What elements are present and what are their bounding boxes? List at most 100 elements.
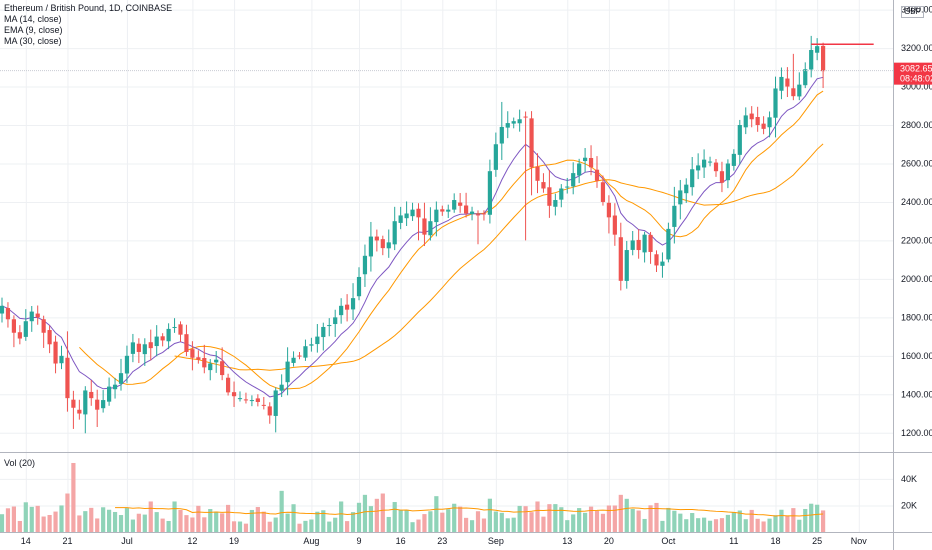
candle [600, 175, 606, 206]
volume-bar [690, 513, 695, 532]
volume-bar [416, 519, 421, 532]
candle [416, 203, 421, 241]
candle [636, 229, 641, 259]
candle [321, 322, 326, 351]
volume-bar [291, 504, 296, 532]
time-tick-label: 18 [770, 536, 780, 546]
candle [273, 387, 278, 433]
indicator-ma30[interactable]: MA (30, close) [4, 36, 62, 46]
candle [362, 244, 368, 287]
time-axis[interactable]: 14 21 Jul 12 19 Aug 9 16 23 Sep 13 20 Oct 11 18 25 Nov [21, 536, 868, 546]
currency-badge[interactable]: GBP [901, 6, 924, 18]
candle [577, 158, 582, 184]
volume-bar [767, 518, 772, 532]
indicator-ema9[interactable]: EMA (9, close) [4, 25, 63, 35]
time-tick-label: 21 [62, 536, 72, 546]
candle [231, 381, 237, 407]
overlay [0, 43, 893, 72]
candle [255, 394, 260, 407]
volume-bar [118, 515, 124, 532]
volume-bar [588, 506, 594, 532]
volume-bar [53, 511, 58, 532]
volume-legend: Vol (20) [4, 458, 35, 469]
price-tick-label: 1800.00 [901, 312, 932, 322]
volume-bar [809, 503, 814, 532]
volume-bar [797, 519, 802, 532]
volume-bar [59, 505, 64, 532]
volume-bar [249, 509, 254, 532]
volume-bar [618, 494, 623, 532]
candle [392, 206, 397, 251]
candle [5, 302, 11, 328]
volume-bar [660, 520, 665, 532]
volume-bar [749, 509, 754, 532]
volume-bar [434, 496, 439, 532]
volume-bar [648, 505, 653, 532]
volume-bar [606, 505, 611, 532]
candle [35, 305, 40, 325]
volume-bar [255, 507, 260, 532]
volume-bar [725, 514, 730, 532]
indicator-ma14[interactable]: MA (14, close) [4, 14, 62, 24]
candle [309, 337, 314, 352]
time-tick-label: Aug [303, 536, 319, 546]
volume-bar [529, 512, 534, 532]
volume-bar [160, 518, 165, 532]
candle [160, 333, 165, 347]
time-tick-label: 20 [604, 536, 614, 546]
volume-bar [243, 523, 249, 532]
volume-bar [541, 516, 546, 532]
candle [208, 359, 213, 381]
volume-bar [493, 511, 498, 532]
candle [220, 347, 225, 381]
volume-bar [684, 519, 689, 532]
candle [112, 377, 118, 399]
volume-bar [707, 520, 713, 532]
volume-bar [803, 508, 808, 532]
candles [0, 35, 826, 434]
candle [761, 116, 766, 135]
price-tick-label: 1200.00 [901, 428, 932, 438]
candle [737, 119, 742, 165]
volume-bar [83, 511, 88, 532]
volume-bar [583, 512, 588, 532]
volume-bar [761, 521, 766, 532]
chart-title[interactable]: Ethereum / British Pound, 1D, COINBASE [4, 3, 173, 13]
volume-bar [392, 502, 397, 532]
candle [214, 350, 219, 373]
candle [184, 324, 189, 357]
volume-bars [0, 462, 826, 532]
candle [511, 117, 516, 129]
price-tick-label: 3000.00 [901, 82, 932, 92]
volume-bar [166, 520, 171, 532]
candle [505, 111, 510, 139]
volume-bar [303, 520, 308, 532]
volume-bar [112, 511, 118, 532]
price-axis[interactable]: 1200.00 1400.00 1600.00 1800.00 2000.00 2200.… [894, 5, 932, 511]
volume-bar [779, 509, 784, 532]
price-tick-label: 3400.00 [901, 5, 932, 15]
candle [440, 205, 445, 216]
candle [368, 221, 373, 272]
candle [297, 352, 302, 360]
volume-bar [279, 490, 284, 532]
volume-grid [0, 478, 893, 507]
volume-bar [731, 512, 736, 532]
candle [398, 206, 403, 230]
volume-bar [577, 508, 582, 532]
candle [755, 106, 760, 132]
volume-bar [654, 502, 659, 532]
volume-indicator-label[interactable]: Vol (20) [4, 458, 36, 468]
time-tick-label: 19 [229, 536, 239, 546]
volume-bar [273, 517, 278, 532]
volume-bar [785, 516, 790, 532]
candle [719, 161, 725, 193]
volume-bar [136, 513, 141, 532]
volume-bar [267, 521, 272, 532]
candle [303, 339, 308, 361]
candle [612, 203, 617, 246]
candle [749, 106, 754, 128]
candle [65, 331, 70, 412]
candle [803, 62, 808, 89]
